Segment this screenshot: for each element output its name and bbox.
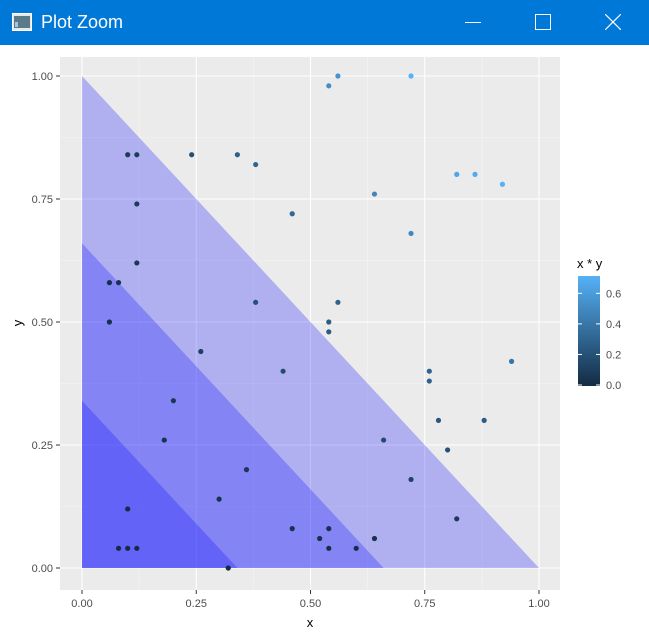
- data-point: [408, 476, 414, 483]
- window-title: Plot Zoom: [41, 12, 124, 32]
- legend-colorbar: [578, 276, 600, 386]
- data-point: [106, 319, 113, 325]
- data-point: [508, 358, 515, 364]
- data-point: [481, 417, 487, 423]
- data-point: [115, 545, 122, 551]
- x-tick-label: 0.50: [300, 598, 321, 610]
- data-point: [408, 230, 414, 237]
- x-tick-label: 0.75: [414, 598, 435, 610]
- scatter-chart: 0.00 0.25 0.50 0.75 1.00 0.00 0.25 0.50 0.75 1.00…: [10, 57, 621, 630]
- y-tick-label: 1.00: [32, 71, 53, 83]
- data-point: [125, 545, 131, 551]
- maximize-button[interactable]: [520, 0, 566, 45]
- triangle-region-3: [82, 400, 238, 568]
- x-tick-label: 1.00: [528, 598, 549, 610]
- y-axis-title: y: [10, 319, 25, 326]
- title-bar[interactable]: Plot Zoom: [0, 0, 649, 45]
- triangle-region-1: [82, 76, 539, 568]
- data-point: [289, 211, 295, 217]
- data-point: [125, 152, 131, 158]
- data-point: [161, 437, 167, 443]
- data-point: [435, 417, 442, 423]
- data-point: [198, 348, 204, 355]
- close-button[interactable]: [590, 0, 636, 45]
- legend-label: 0.2: [606, 349, 621, 361]
- legend-label: 0.4: [606, 319, 621, 331]
- data-point: [106, 280, 113, 286]
- data-point: [234, 152, 240, 158]
- data-point: [335, 299, 341, 305]
- data-point: [289, 526, 295, 532]
- data-point: [253, 161, 259, 168]
- data-point: [326, 545, 332, 551]
- data-point: [225, 565, 231, 571]
- data-point: [445, 447, 451, 453]
- data-point: [170, 398, 176, 404]
- data-point: [115, 280, 122, 286]
- y-tick-label: 0.50: [32, 317, 53, 329]
- y-tick-label: 0.75: [32, 194, 53, 206]
- close-icon: [605, 14, 621, 30]
- plot-area: 0.00 0.25 0.50 0.75 1.00 0.00 0.25 0.50 0.75 1.00…: [0, 45, 649, 638]
- data-point: [408, 73, 414, 79]
- data-point: [472, 171, 478, 177]
- data-point: [134, 152, 140, 158]
- y-tick-label: 0.00: [32, 563, 53, 575]
- data-point: [371, 535, 378, 542]
- x-axis-title: x: [307, 615, 314, 630]
- y-tick-label: 0.25: [32, 440, 53, 452]
- maximize-icon: [535, 14, 551, 30]
- data-point: [454, 171, 460, 177]
- data-point: [381, 437, 387, 443]
- data-point: [326, 526, 332, 532]
- data-point: [371, 191, 378, 197]
- minimize-icon: [465, 22, 481, 23]
- minimize-button[interactable]: [450, 0, 496, 45]
- legend-title: x * y: [577, 256, 603, 271]
- data-point: [326, 329, 332, 335]
- data-point: [454, 516, 460, 522]
- data-point: [243, 467, 250, 473]
- data-point: [134, 260, 140, 266]
- data-point: [499, 181, 506, 187]
- data-point: [335, 73, 341, 79]
- data-point: [134, 201, 140, 207]
- data-point: [326, 319, 332, 325]
- data-point: [426, 378, 432, 384]
- data-point: [280, 368, 286, 374]
- data-point: [353, 545, 359, 551]
- data-point: [317, 535, 323, 542]
- triangle-region-2: [82, 243, 384, 568]
- legend-label: 0.6: [606, 288, 621, 300]
- data-point: [134, 545, 140, 551]
- legend-label: 0.0: [606, 380, 621, 392]
- rstudio-plot-icon: [12, 13, 32, 31]
- data-point: [125, 506, 131, 512]
- x-tick-label: 0.25: [186, 598, 207, 610]
- data-point: [216, 496, 222, 502]
- data-point: [426, 368, 432, 374]
- data-point: [253, 299, 259, 305]
- data-point: [326, 83, 332, 89]
- x-tick-label: 0.00: [71, 598, 92, 610]
- data-point: [189, 152, 195, 158]
